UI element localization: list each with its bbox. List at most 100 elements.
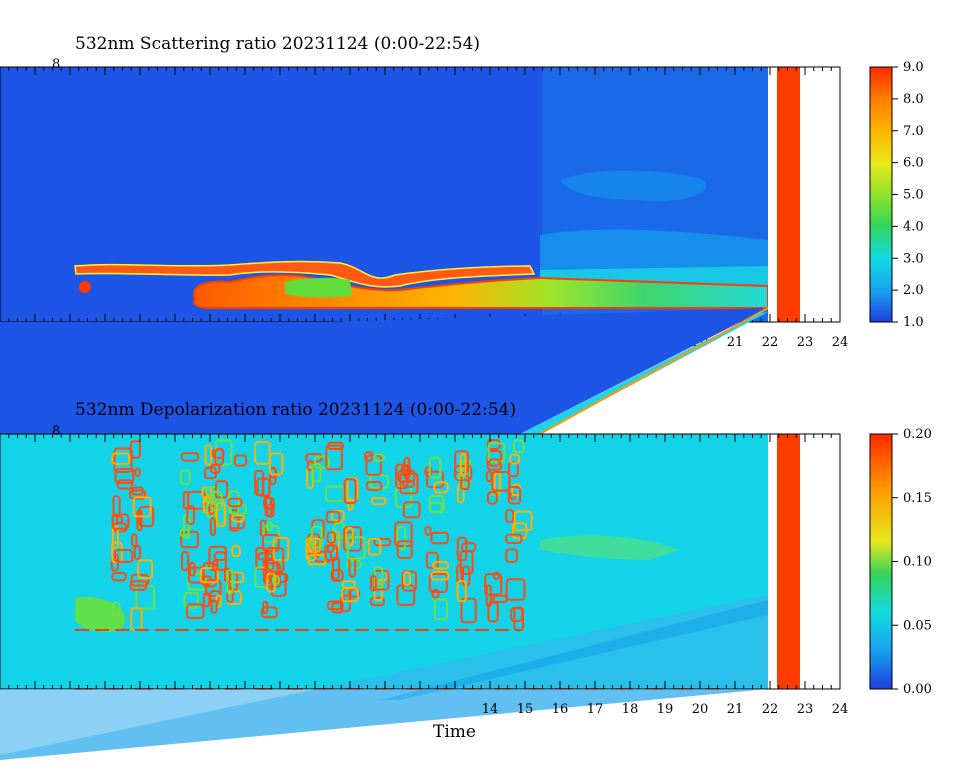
depol-cell xyxy=(369,575,377,592)
colorbar-tick-label: 3.0 xyxy=(903,251,924,266)
depol-cell xyxy=(262,533,280,553)
x-tick-label: 19 xyxy=(657,702,674,717)
panel1-beam-edge xyxy=(539,307,769,435)
panel1-title: 532nm Scattering ratio 20231124 (0:00-22… xyxy=(75,34,480,54)
panel1-haze-patch-low xyxy=(540,229,768,275)
depol-cell xyxy=(369,596,385,607)
depol-cell xyxy=(111,525,119,549)
panel1-green-core xyxy=(285,277,352,298)
x-tick-label: 18 xyxy=(622,702,639,717)
depol-cell xyxy=(430,571,450,581)
depol-cell xyxy=(365,480,383,491)
depol-cell xyxy=(226,586,234,604)
panel1-lower-layer xyxy=(192,274,769,309)
panel2-x-ticks: 14 15 16 17 18 19 20 21 22 23 24 xyxy=(0,434,848,717)
depol-cell xyxy=(231,514,245,523)
panel2-y-tick-top: 8 xyxy=(52,424,60,439)
panel1-haze-patch xyxy=(560,170,707,201)
depol-cell xyxy=(493,571,500,581)
panel2-plot xyxy=(0,433,841,760)
depol-cell xyxy=(209,516,216,537)
x-tick-label: 20 xyxy=(692,702,709,717)
depol-cell xyxy=(213,551,227,562)
depol-cell xyxy=(113,447,133,473)
depol-cell xyxy=(370,496,387,506)
depol-cell xyxy=(431,561,450,570)
depol-cell xyxy=(181,551,190,572)
depol-cell xyxy=(486,439,501,450)
depol-cell xyxy=(428,572,448,593)
panel1-plot xyxy=(0,66,841,323)
depol-cell xyxy=(270,573,287,597)
depol-cell xyxy=(265,521,273,532)
depol-cell xyxy=(505,548,518,563)
depol-cell xyxy=(509,453,521,465)
x-tick-label: 24 xyxy=(832,335,849,350)
depol-cell xyxy=(310,525,323,549)
depol-cell xyxy=(231,544,241,558)
depol-cell xyxy=(340,594,351,613)
depol-cell xyxy=(341,587,359,603)
colorbar-tick-label: 2.0 xyxy=(903,283,924,298)
depol-cell xyxy=(129,489,147,500)
depol-cell xyxy=(433,598,448,621)
depol-cell xyxy=(131,533,138,548)
colorbar-tick-label: 0.10 xyxy=(903,555,932,570)
depol-cell xyxy=(396,540,413,559)
depol-cell xyxy=(215,502,226,528)
colorbar-tick-label: 0.00 xyxy=(903,682,932,697)
depol-cell xyxy=(364,451,374,462)
colorbar-tick-label: 4.0 xyxy=(903,219,924,234)
depol-cell xyxy=(330,569,344,582)
panel2-title: 532nm Depolarization ratio 20231124 (0:0… xyxy=(75,400,516,420)
depol-cell xyxy=(343,526,362,552)
x-tick-label: 16 xyxy=(552,702,569,717)
depol-cell xyxy=(373,582,384,602)
depol-cell xyxy=(269,466,277,486)
depol-cell xyxy=(261,606,278,619)
depol-cell xyxy=(510,606,524,622)
panel2-colorbar: 0.00 0.05 0.10 0.15 0.20 xyxy=(869,427,932,697)
panel1-colorbar-scale xyxy=(869,66,893,323)
depol-cell xyxy=(348,588,361,598)
depol-cell xyxy=(326,544,335,553)
colorbar-tick-label: 0.15 xyxy=(903,491,932,506)
depol-cell xyxy=(137,559,154,580)
depol-cell xyxy=(326,531,336,544)
panel1-upper-layer xyxy=(74,260,536,288)
x-tick-label: 22 xyxy=(762,702,779,717)
depol-cell xyxy=(373,537,392,547)
depol-cell xyxy=(229,504,247,516)
depol-cell xyxy=(460,597,477,624)
panel2-colorbar-scale xyxy=(869,433,893,690)
colorbar-tick-label: 0.20 xyxy=(903,427,932,442)
depol-cell xyxy=(487,601,499,623)
depol-cell xyxy=(111,601,121,618)
depol-cell xyxy=(269,452,284,476)
panel2-x-axis-label: Time xyxy=(433,722,476,742)
depol-cell xyxy=(114,467,135,484)
depol-cell xyxy=(343,478,357,505)
depol-cell xyxy=(272,574,280,586)
depol-cell xyxy=(226,569,234,595)
depol-cell xyxy=(188,561,196,577)
x-tick-label: 21 xyxy=(727,702,744,717)
depol-cell xyxy=(115,515,124,525)
x-tick-label: 22 xyxy=(762,335,779,350)
colorbar-tick-label: 5.0 xyxy=(903,188,924,203)
depol-cell xyxy=(424,525,432,536)
panel2-underflow xyxy=(0,689,768,760)
depol-cell xyxy=(305,537,317,562)
colorbar-tick-label: 7.0 xyxy=(903,124,924,139)
depol-cell xyxy=(112,495,121,518)
depol-cell xyxy=(428,456,442,479)
depol-cell xyxy=(425,551,439,570)
depol-cell xyxy=(505,533,523,545)
depol-cell xyxy=(505,508,515,523)
depol-cell xyxy=(484,573,503,596)
depol-cell xyxy=(394,521,413,548)
depol-cell xyxy=(228,515,246,530)
depol-cell xyxy=(266,572,277,593)
depol-cell xyxy=(199,567,219,584)
